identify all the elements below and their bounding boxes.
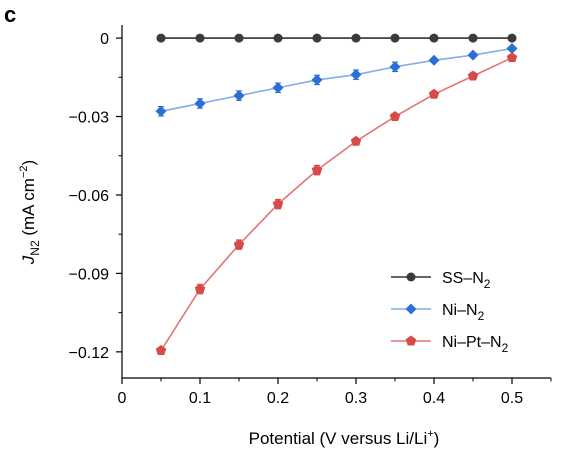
- series-line: [160, 47, 513, 113]
- x-tick-label: 0.4: [423, 390, 445, 407]
- legend: SS–N2 Ni–N2 Ni–Pt–N2: [391, 270, 509, 355]
- y-tick-label: −0.09: [69, 266, 110, 283]
- data-point: [350, 135, 362, 146]
- panel-label: c: [4, 2, 16, 27]
- data-point: [389, 111, 401, 121]
- data-point: [506, 52, 518, 63]
- data-point: [429, 33, 439, 43]
- x-tick-label: 0.2: [267, 390, 289, 407]
- data-point: [194, 97, 206, 109]
- data-point: [507, 33, 517, 43]
- data-point: [428, 54, 440, 66]
- x-tick-label: 0.5: [501, 390, 523, 407]
- data-point: [233, 239, 245, 250]
- y-tick-label: −0.06: [69, 188, 110, 205]
- legend-marker-ss-n2: [406, 272, 416, 282]
- data-point: [272, 82, 284, 94]
- x-axis-title: Potential (V versus Li/Li+): [249, 428, 440, 448]
- y-tick-label: −0.03: [69, 110, 110, 127]
- legend-marker-ni-pt-n2: [405, 335, 417, 346]
- data-point: [351, 33, 361, 43]
- data-point: [156, 33, 166, 43]
- data-point: [311, 74, 323, 86]
- data-point: [234, 33, 244, 43]
- y-tick-label: −0.12: [69, 345, 110, 362]
- legend-label-ni-n2: Ni–N2: [442, 302, 485, 323]
- data-point: [390, 33, 400, 43]
- legend-label-ni-pt-n2: Ni–Pt–N2: [442, 334, 509, 355]
- data-point: [273, 33, 283, 43]
- axes: 0 0.1 0.2 0.3 0.4 0.5 0 −0.03 −0.06 −0.09 −0.12: [69, 25, 552, 407]
- series-layer: [155, 33, 518, 355]
- x-tick-label: 0.3: [345, 390, 367, 407]
- legend-label-ss-n2: SS–N2: [442, 270, 491, 291]
- series-2: [155, 52, 518, 355]
- data-point: [350, 69, 362, 81]
- x-tick-label: 0.1: [189, 390, 211, 407]
- data-point: [195, 33, 205, 43]
- data-point: [272, 198, 284, 209]
- series-line: [160, 56, 513, 351]
- data-point: [233, 90, 245, 102]
- data-point: [428, 88, 440, 99]
- data-point: [467, 70, 479, 81]
- data-point: [312, 33, 322, 43]
- data-point: [155, 345, 167, 355]
- data-point: [467, 49, 479, 61]
- data-point: [506, 43, 518, 55]
- data-point: [194, 283, 206, 294]
- y-tick-label: 0: [100, 31, 109, 48]
- legend-marker-ni-n2: [405, 303, 417, 315]
- legend-item-ni-pt-n2: Ni–Pt–N2: [391, 334, 509, 355]
- series-0: [156, 33, 517, 43]
- data-point: [468, 33, 478, 43]
- data-point: [311, 164, 323, 175]
- y-axis-title: JN2 (mA cm−2): [18, 160, 42, 265]
- legend-item-ni-n2: Ni–N2: [391, 302, 485, 323]
- series-1: [155, 43, 518, 117]
- data-point: [389, 61, 401, 73]
- legend-item-ss-n2: SS–N2: [391, 270, 491, 291]
- x-tick-label: 0: [118, 390, 127, 407]
- data-point: [155, 105, 167, 117]
